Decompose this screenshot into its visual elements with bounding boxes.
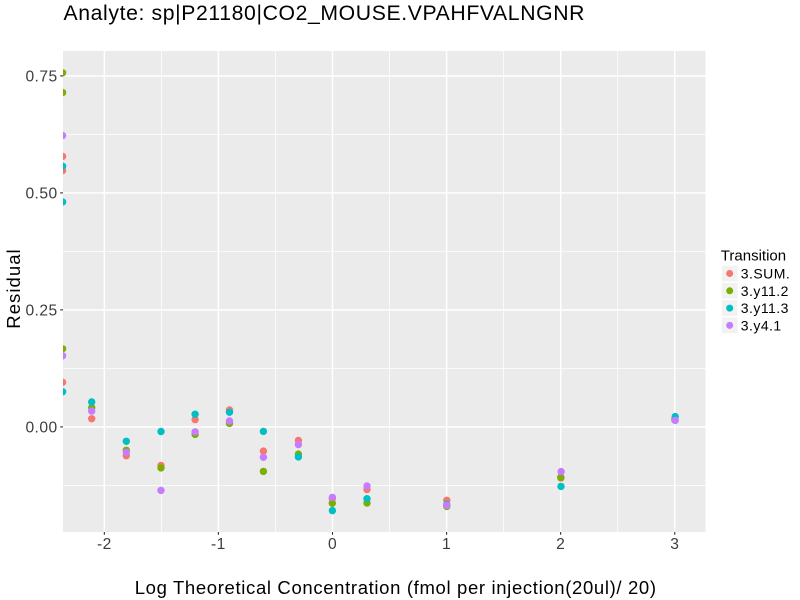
svg-text:Analyte: sp|P21180|CO2_MOUSE.V: Analyte: sp|P21180|CO2_MOUSE.VPAHFVALNGN…	[64, 2, 586, 25]
svg-text:0.00: 0.00	[25, 420, 57, 437]
svg-text:3.y4.1: 3.y4.1	[741, 318, 782, 334]
svg-text:1: 1	[442, 536, 451, 553]
svg-text:Log Theoretical Concentration: Log Theoretical Concentration (fmol per …	[135, 577, 657, 598]
svg-text:0.50: 0.50	[25, 186, 57, 203]
svg-text:0: 0	[328, 536, 337, 553]
svg-text:3.y11.2: 3.y11.2	[741, 283, 789, 299]
svg-text:Residual: Residual	[3, 248, 24, 328]
svg-text:3.y11.3: 3.y11.3	[741, 300, 789, 316]
svg-text:-1: -1	[211, 536, 226, 553]
svg-text:3.SUM.: 3.SUM.	[741, 266, 790, 282]
svg-text:3: 3	[670, 536, 679, 553]
svg-text:-2: -2	[97, 536, 112, 553]
svg-text:2: 2	[556, 536, 565, 553]
svg-text:0.25: 0.25	[25, 303, 57, 320]
svg-text:Transition: Transition	[721, 248, 786, 265]
svg-text:0.75: 0.75	[25, 69, 57, 86]
